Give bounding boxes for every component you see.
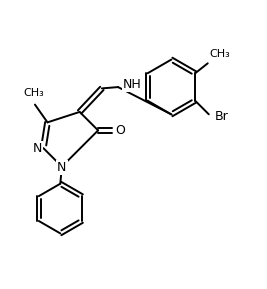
Text: N: N	[57, 162, 66, 175]
Text: O: O	[115, 124, 125, 137]
Text: CH₃: CH₃	[23, 88, 44, 98]
Text: NH: NH	[123, 79, 142, 92]
Text: Br: Br	[215, 110, 229, 123]
Text: N: N	[33, 142, 42, 155]
Text: CH₃: CH₃	[209, 49, 230, 60]
